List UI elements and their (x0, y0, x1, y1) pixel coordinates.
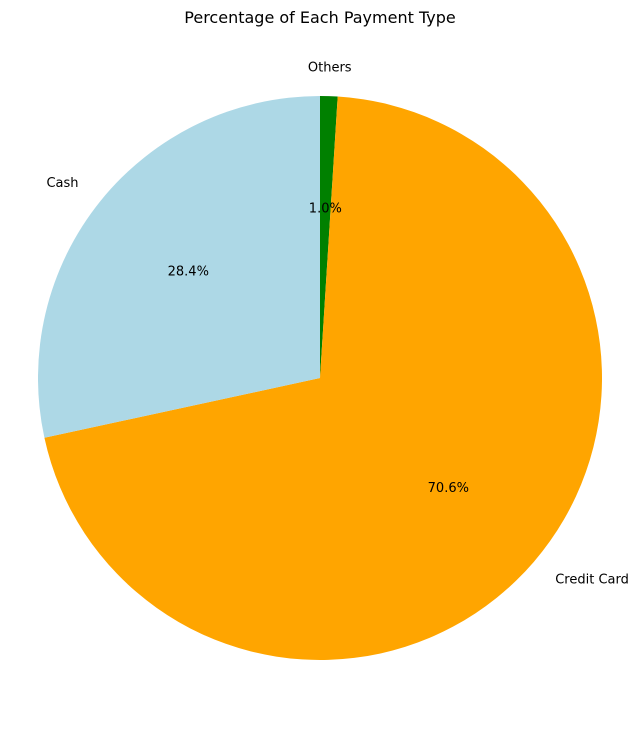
pct-label-others: 1.0% (309, 201, 342, 216)
slice-label-others: Others (308, 60, 352, 75)
pie-slice-credit-card (44, 96, 603, 660)
pct-label-credit-card: 70.6% (428, 481, 469, 496)
pie-slice-cash (37, 96, 320, 438)
pie-labels: Others 1.0% Credit Card 70.6% Cash 28.4% (46, 60, 628, 587)
slice-label-cash: Cash (46, 176, 78, 191)
chart-title: Percentage of Each Payment Type (184, 8, 456, 27)
pct-label-cash: 28.4% (168, 264, 209, 279)
pie-slices (37, 96, 603, 660)
slice-label-credit-card: Credit Card (555, 573, 629, 588)
pie-slice-others (320, 96, 338, 378)
